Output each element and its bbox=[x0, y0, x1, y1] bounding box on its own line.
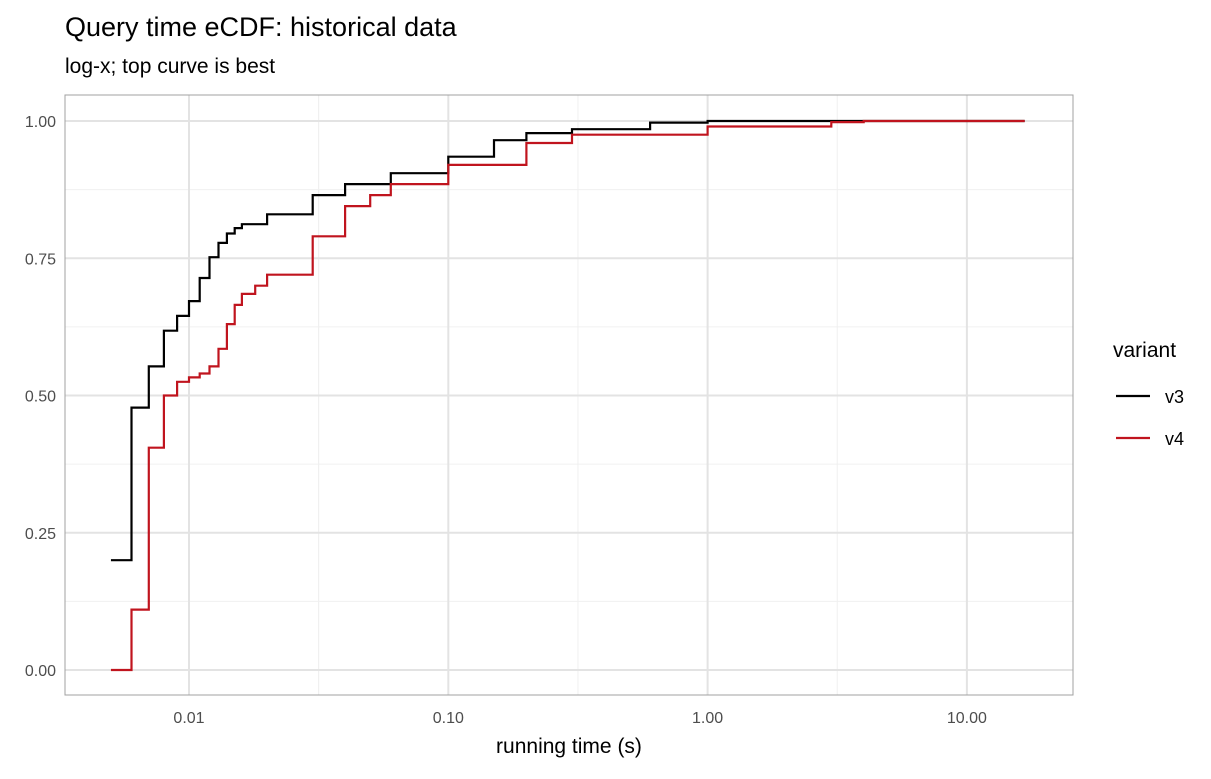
panel-border bbox=[64, 94, 1074, 696]
x-tick-label: 10.00 bbox=[947, 710, 987, 727]
chart-title: Query time eCDF: historical data bbox=[65, 12, 457, 42]
x-tick-label: 0.10 bbox=[433, 710, 464, 727]
y-tick-label: 0.50 bbox=[25, 389, 56, 406]
legend-title: variant bbox=[1113, 339, 1176, 362]
x-tick-label: 0.01 bbox=[173, 710, 204, 727]
x-tick-label: 1.00 bbox=[692, 710, 723, 727]
ecdf-line-v3 bbox=[110, 119, 1025, 562]
y-tick-label: 0.00 bbox=[25, 663, 56, 680]
y-tick-label: 0.75 bbox=[25, 251, 56, 268]
chart-subtitle: log-x; top curve is best bbox=[65, 55, 276, 78]
x-axis-label: running time (s) bbox=[496, 735, 642, 758]
ecdf-line-v4 bbox=[110, 119, 1025, 672]
y-tick-label: 1.00 bbox=[25, 114, 56, 131]
legend-label-v3: v3 bbox=[1165, 387, 1184, 407]
y-tick-label: 0.25 bbox=[25, 526, 56, 543]
legend-label-v4: v4 bbox=[1165, 429, 1184, 449]
